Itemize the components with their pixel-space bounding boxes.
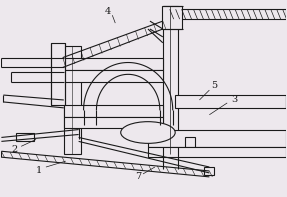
- Bar: [64, 117, 163, 128]
- Bar: [64, 46, 81, 154]
- Text: 1: 1: [36, 166, 42, 176]
- Bar: [64, 105, 163, 117]
- Text: 5: 5: [211, 81, 217, 90]
- Bar: [64, 70, 163, 82]
- Ellipse shape: [121, 122, 175, 143]
- Text: 2: 2: [11, 145, 18, 154]
- Bar: [64, 58, 163, 70]
- Bar: [148, 147, 286, 157]
- Text: 4: 4: [105, 7, 111, 16]
- Bar: [204, 167, 214, 175]
- Bar: [162, 6, 182, 29]
- Bar: [163, 6, 178, 154]
- Bar: [165, 9, 286, 19]
- Bar: [16, 134, 34, 141]
- Bar: [175, 95, 286, 108]
- Bar: [185, 138, 195, 147]
- Text: 7: 7: [135, 172, 141, 181]
- Bar: [148, 130, 286, 147]
- Bar: [51, 43, 65, 105]
- Text: 3: 3: [231, 96, 237, 104]
